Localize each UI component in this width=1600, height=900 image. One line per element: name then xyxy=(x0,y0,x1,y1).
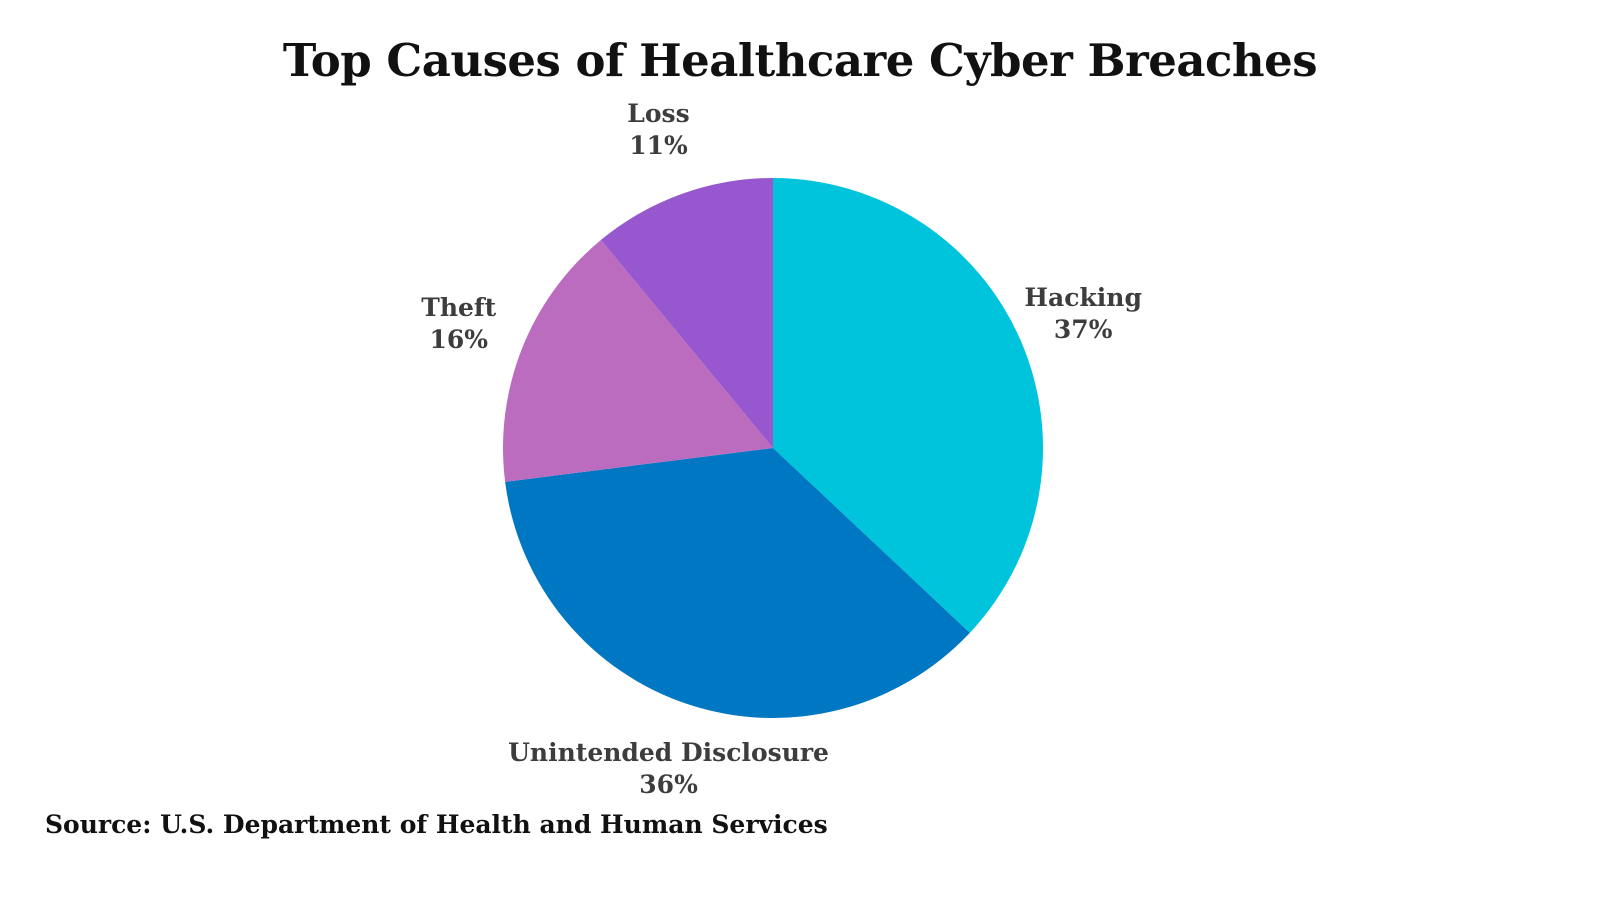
pie-slice-theft xyxy=(503,239,773,482)
slice-label-name: Loss xyxy=(627,98,690,128)
slice-label-theft: Theft 16% xyxy=(421,292,496,356)
slice-label-name: Theft xyxy=(421,292,497,322)
slice-label-loss: Loss 11% xyxy=(627,98,689,162)
pie-slice-unintended-disclosure xyxy=(505,448,970,718)
slice-label-name: Unintended Disclosure xyxy=(508,738,829,768)
slice-label-percent: 36% xyxy=(639,770,698,800)
slice-label-percent: 37% xyxy=(1053,314,1113,344)
chart-title: Top Causes of Healthcare Cyber Breaches xyxy=(282,34,1318,87)
slice-label-unintended-disclosure: Unintended Disclosure 36% xyxy=(508,737,829,801)
pie-slice-hacking xyxy=(773,178,1044,633)
source-note: Source: U.S. Department of Health and Hu… xyxy=(45,810,828,839)
slice-label-name: Hacking xyxy=(1024,282,1142,312)
slice-label-percent: 11% xyxy=(629,130,688,160)
slice-label-hacking: Hacking 37% xyxy=(1024,282,1142,346)
slice-label-percent: 16% xyxy=(429,324,488,354)
pie-slice-loss xyxy=(600,178,773,448)
